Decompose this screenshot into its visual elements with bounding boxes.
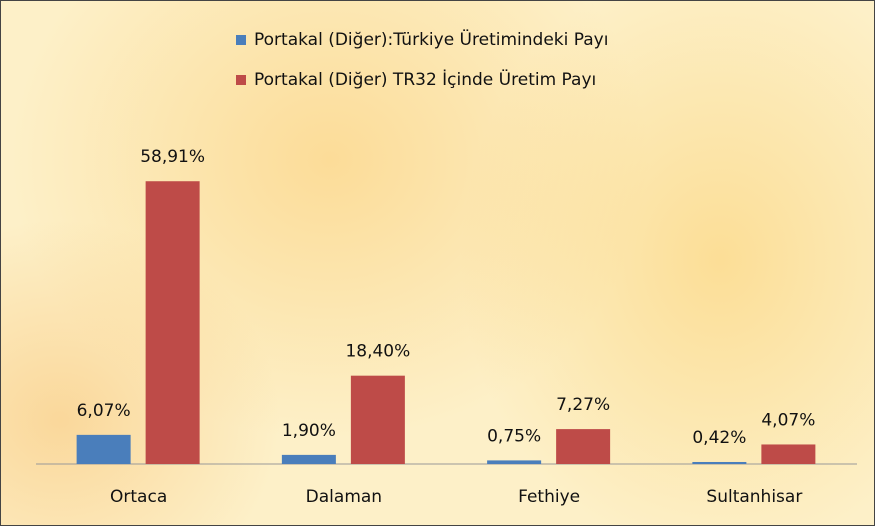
bar (487, 460, 542, 464)
data-label: 1,90% (282, 421, 336, 441)
bar (76, 434, 131, 464)
data-label: 0,42% (692, 428, 746, 448)
bar (692, 461, 747, 464)
data-label: 6,07% (77, 401, 131, 421)
x-tick-label: Fethiye (518, 487, 580, 507)
bar (281, 454, 336, 464)
x-tick-label: Ortaca (110, 487, 167, 507)
data-label: 0,75% (487, 426, 541, 446)
data-label: 58,91% (140, 147, 205, 167)
legend-swatch (236, 35, 246, 45)
legend-label: Portakal (Diğer) TR32 İçinde Üretim Payı (254, 68, 596, 90)
bar (350, 375, 405, 464)
x-tick-label: Sultanhisar (706, 487, 802, 507)
legend-swatch (236, 75, 246, 85)
data-label: 4,07% (761, 410, 815, 430)
bar (556, 429, 611, 464)
x-tick-label: Dalaman (306, 487, 382, 507)
bar (145, 181, 200, 464)
bar (761, 444, 816, 464)
data-label: 7,27% (556, 395, 610, 415)
data-label: 18,40% (345, 342, 410, 362)
legend-label: Portakal (Diğer):Türkiye Üretimindeki Pa… (254, 28, 608, 50)
